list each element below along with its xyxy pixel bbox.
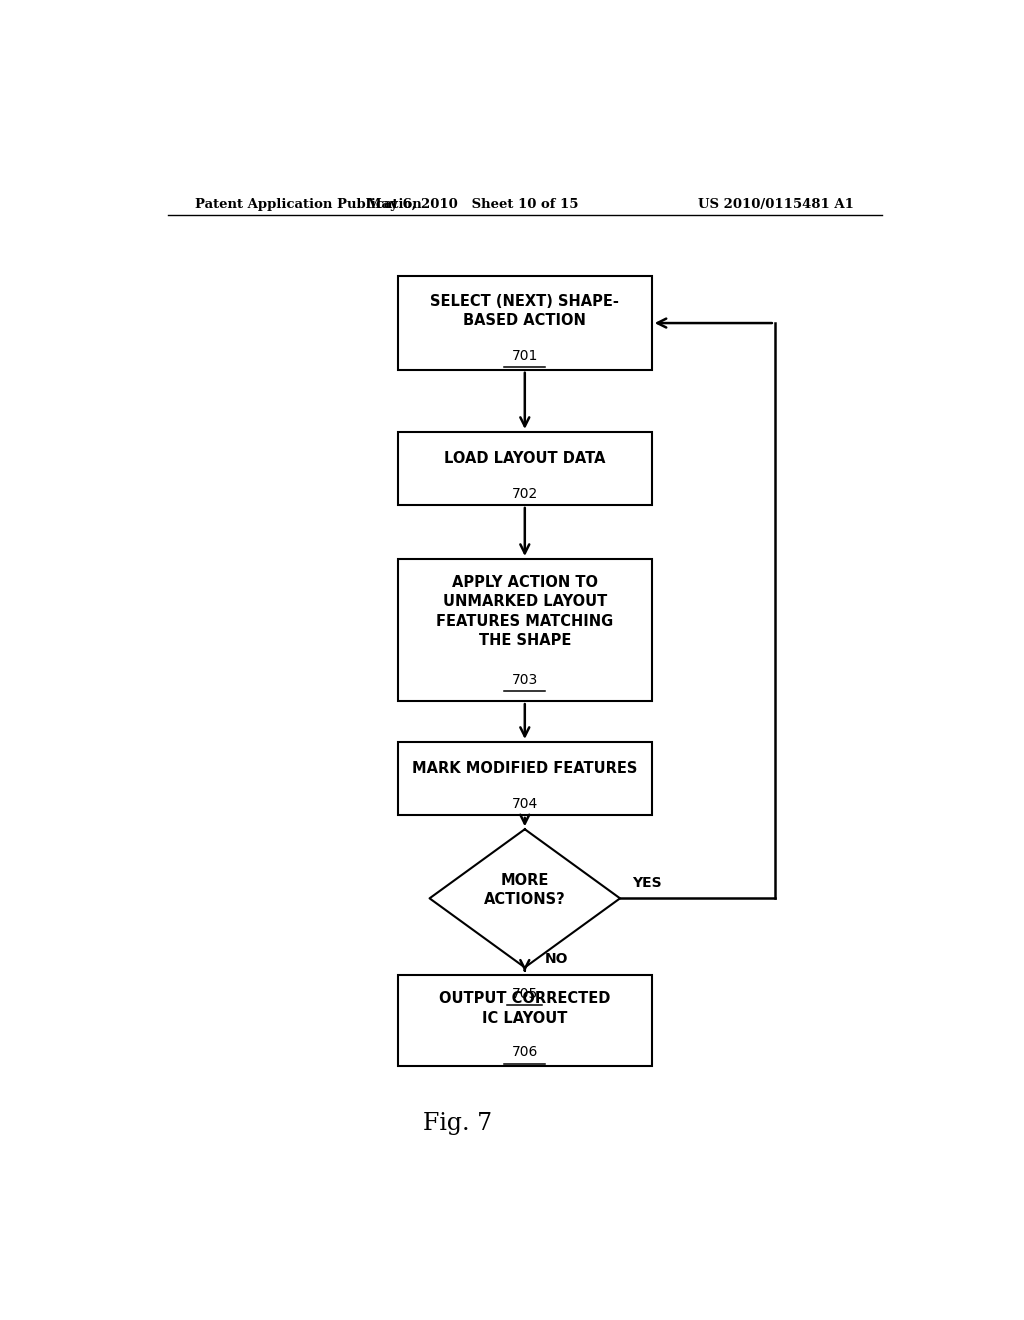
Text: YES: YES: [632, 876, 662, 890]
Bar: [397, 432, 651, 506]
Text: 703: 703: [512, 673, 538, 686]
Text: 704: 704: [512, 797, 538, 810]
Text: MARK MODIFIED FEATURES: MARK MODIFIED FEATURES: [412, 762, 638, 776]
Bar: [397, 742, 651, 814]
Text: Patent Application Publication: Patent Application Publication: [196, 198, 422, 211]
Text: US 2010/0115481 A1: US 2010/0115481 A1: [698, 198, 854, 211]
Bar: [397, 276, 651, 370]
Text: 706: 706: [512, 1045, 538, 1060]
Text: Fig. 7: Fig. 7: [423, 1113, 492, 1135]
Text: 705: 705: [512, 987, 538, 1001]
Text: 701: 701: [512, 348, 538, 363]
Text: NO: NO: [545, 952, 568, 966]
Text: LOAD LAYOUT DATA: LOAD LAYOUT DATA: [444, 451, 605, 466]
Text: 702: 702: [512, 487, 538, 502]
Text: May 6, 2010   Sheet 10 of 15: May 6, 2010 Sheet 10 of 15: [368, 198, 579, 211]
Text: OUTPUT CORRECTED
IC LAYOUT: OUTPUT CORRECTED IC LAYOUT: [439, 991, 610, 1026]
Bar: [397, 558, 651, 701]
Text: APPLY ACTION TO
UNMARKED LAYOUT
FEATURES MATCHING
THE SHAPE: APPLY ACTION TO UNMARKED LAYOUT FEATURES…: [436, 576, 613, 648]
Text: SELECT (NEXT) SHAPE-
BASED ACTION: SELECT (NEXT) SHAPE- BASED ACTION: [430, 294, 620, 327]
Text: MORE
ACTIONS?: MORE ACTIONS?: [484, 873, 565, 907]
Bar: [397, 974, 651, 1067]
Polygon shape: [430, 829, 620, 968]
